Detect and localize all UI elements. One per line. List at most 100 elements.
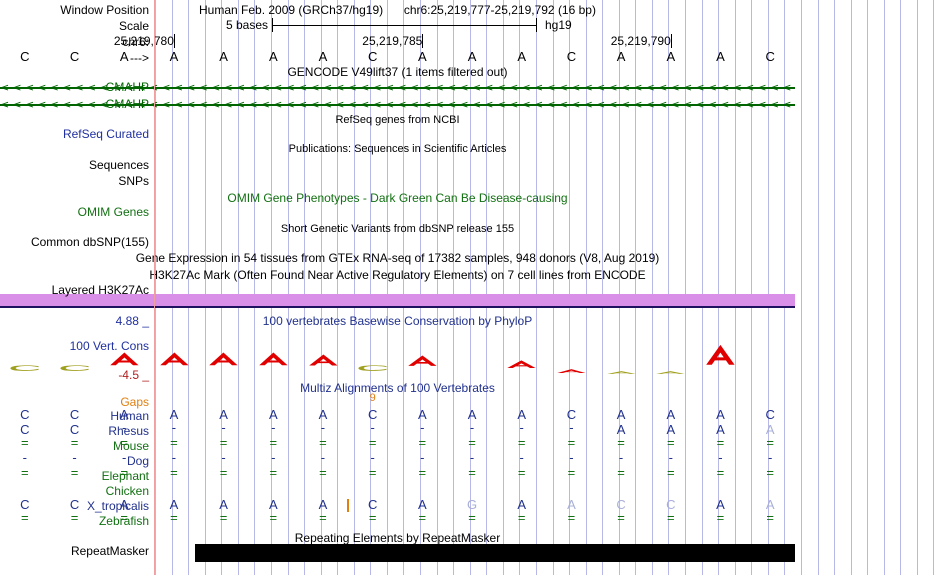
grid-line xyxy=(718,0,719,575)
phylop-base-glyph xyxy=(208,352,239,366)
sequence-base: C xyxy=(765,49,775,64)
alignment-base: = xyxy=(716,435,725,450)
alignment-base: C xyxy=(367,497,378,512)
repeatmasker-element-bar[interactable] xyxy=(194,544,795,562)
grid-line xyxy=(867,0,868,575)
label-strand-arrow: ---> xyxy=(130,51,149,65)
label-common-dbsnp[interactable]: Common dbSNP(155) xyxy=(30,235,149,249)
gene-line xyxy=(0,104,795,106)
alignment-row-mouse[interactable]: = = = = = = = = = = = = = = = = xyxy=(0,435,795,454)
sequence-base: C xyxy=(69,49,80,64)
alignment-base: = xyxy=(269,465,278,480)
grid-line xyxy=(685,0,686,575)
gencode-gene-row-1[interactable]: <<<<<<<<<<<<<<<<<<<<<<<<<<<<<<<<<<<<<<<<… xyxy=(0,82,795,94)
label-species-rhesus[interactable]: Rhesus xyxy=(108,424,149,438)
alignment-base: A xyxy=(268,407,278,422)
gene-strand-chevrons: <<<<<<<<<<<<<<<<<<<<<<<<<<<<<<<<<<<<<<<<… xyxy=(0,99,795,111)
sequence-base: A xyxy=(616,49,626,64)
alignment-base: = xyxy=(716,465,725,480)
label-species-mouse[interactable]: Mouse xyxy=(112,439,149,453)
label-window-position: Window Position xyxy=(60,3,149,17)
phylop-base-glyph xyxy=(556,362,587,373)
alignment-base: A xyxy=(219,407,228,422)
label-species-zebrafish[interactable]: Zebrafish xyxy=(98,514,149,528)
alignment-base: C xyxy=(566,407,577,422)
alignment-base: = xyxy=(766,510,774,525)
grid-line xyxy=(420,0,421,575)
label-sequences[interactable]: Sequences xyxy=(88,158,149,172)
phylop-base-glyph xyxy=(357,360,388,371)
label-phylop-max: 4.88 _ xyxy=(115,314,149,328)
alignment-base: = xyxy=(21,465,29,480)
label-repeatmasker[interactable]: RepeatMasker xyxy=(70,544,149,558)
sequence-base: A xyxy=(418,49,427,64)
alignment-base: = xyxy=(766,435,774,450)
alignment-base: = xyxy=(567,435,576,450)
alignment-base: A xyxy=(418,497,427,512)
label-layered-h3k27ac[interactable]: Layered H3K27Ac xyxy=(51,283,149,297)
label-species-chicken[interactable]: Chicken xyxy=(105,484,149,498)
gene-strand-chevrons: <<<<<<<<<<<<<<<<<<<<<<<<<<<<<<<<<<<<<<<<… xyxy=(0,82,795,94)
alignment-base: = xyxy=(617,435,625,450)
window-position-title: Human Feb. 2009 (GRCh37/hg19) chr6:25,21… xyxy=(0,3,795,17)
alignment-base: = xyxy=(666,465,675,480)
phylop-base-glyph xyxy=(258,352,289,366)
phylop-conservation-plot[interactable] xyxy=(0,334,795,374)
alignment-row-dog[interactable]: ---------------- xyxy=(0,450,795,469)
grid-line xyxy=(900,0,901,575)
sequence-base: A xyxy=(219,49,228,64)
alignment-base: = xyxy=(617,510,625,525)
grid-line xyxy=(437,0,438,575)
label-refseq-curated[interactable]: RefSeq Curated xyxy=(62,127,149,141)
alignment-base: = xyxy=(120,465,129,480)
alignment-row-elephant[interactable]: = = = = = = = = = = = = = = = = xyxy=(0,465,795,484)
sequence-base: A xyxy=(517,49,527,64)
label-omim-genes[interactable]: OMIM Genes xyxy=(77,205,149,219)
label-species-elephant[interactable]: Elephant xyxy=(101,469,149,483)
alignment-gap-marker xyxy=(346,499,349,512)
alignment-base: = xyxy=(170,435,178,450)
alignment-base: A xyxy=(616,407,626,422)
phylop-base-glyph xyxy=(705,344,736,366)
label-gene-cmahp-2[interactable]: CMAHP xyxy=(105,97,149,111)
alignment-base: - xyxy=(618,450,624,465)
label-100-vert-cons[interactable]: 100 Vert. Cons xyxy=(69,339,149,353)
alignment-base: = xyxy=(70,435,79,450)
alignment-base: C xyxy=(765,407,775,422)
grid-line xyxy=(288,0,289,575)
alignment-base: - xyxy=(420,450,425,465)
alignment-base: A xyxy=(169,497,179,512)
alignment-base: A xyxy=(616,422,626,437)
alignment-base: = xyxy=(170,465,178,480)
h3k27ac-signal-bar[interactable] xyxy=(0,294,795,306)
alignment-base: - xyxy=(569,420,574,435)
alignment-base: = xyxy=(517,465,526,480)
label-species-x-tropicalis[interactable]: X_tropicalis xyxy=(86,499,149,513)
multiz-track-title: Multiz Alignments of 100 Vertebrates xyxy=(300,381,495,395)
alignment-base: - xyxy=(370,450,375,465)
h3k27ac-track-title: H3K27Ac Mark (Often Found Near Active Re… xyxy=(149,268,646,282)
alignment-base: = xyxy=(666,510,675,525)
track-label-column: Window Position Scale chr6: ---> CMAHP C… xyxy=(0,0,153,575)
scale-tick-right xyxy=(536,18,537,32)
label-snps[interactable]: SNPs xyxy=(118,174,149,188)
gencode-gene-row-2[interactable]: <<<<<<<<<<<<<<<<<<<<<<<<<<<<<<<<<<<<<<<<… xyxy=(0,99,795,111)
alignment-base: A xyxy=(467,407,477,422)
grid-line xyxy=(818,0,819,575)
grid-line xyxy=(188,0,189,575)
alignment-row-zebrafish[interactable]: = = = = = = = = = = = = = = = = xyxy=(0,510,795,529)
track-content: Human Feb. 2009 (GRCh37/hg19) chr6:25,21… xyxy=(0,3,795,562)
label-species-human[interactable]: Human xyxy=(110,409,149,423)
gencode-track-title: GENCODE V49lift37 (1 items filtered out) xyxy=(287,65,508,79)
label-species-dog[interactable]: Dog xyxy=(126,454,149,468)
label-gene-cmahp-1[interactable]: CMAHP xyxy=(105,80,149,94)
alignment-base: = xyxy=(70,510,79,525)
label-gaps[interactable]: Gaps xyxy=(120,395,149,409)
phylop-base-glyph xyxy=(9,360,40,371)
scale-db-label: hg19 xyxy=(545,18,572,32)
